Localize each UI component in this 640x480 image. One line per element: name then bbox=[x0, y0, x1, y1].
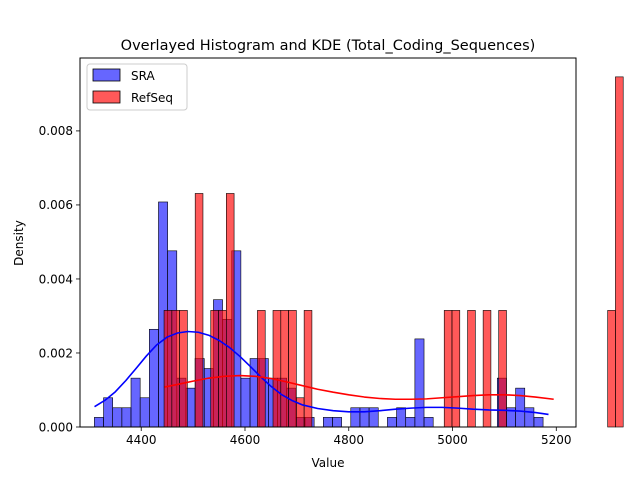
legend-swatch-sra bbox=[92, 68, 121, 82]
bar-refseq-12 bbox=[257, 310, 266, 428]
bar-sra-2 bbox=[112, 407, 123, 428]
bar-sra-32 bbox=[387, 417, 397, 428]
bar-refseq-4 bbox=[194, 193, 204, 428]
y-tick-label-4: 0.008 bbox=[39, 124, 73, 138]
bar-refseq-18 bbox=[303, 310, 313, 428]
bar-sra-3 bbox=[121, 407, 132, 428]
bar-refseq-58 bbox=[615, 76, 624, 428]
kde-lines bbox=[94, 330, 554, 416]
bar-sra-4 bbox=[130, 377, 141, 428]
bar-refseq-7 bbox=[218, 310, 227, 428]
y-axis-label: Density bbox=[12, 220, 26, 266]
bar-refseq-15 bbox=[280, 310, 289, 428]
bar-sra-33 bbox=[396, 407, 407, 428]
bar-sra-16 bbox=[240, 377, 251, 428]
kde-line-refseq bbox=[164, 374, 554, 401]
bar-refseq-2 bbox=[179, 310, 188, 428]
bar-sra-5 bbox=[139, 397, 150, 428]
x-axis-label: Value bbox=[312, 456, 345, 470]
legend-label-sra: SRA bbox=[131, 69, 155, 83]
y-tick-label-1: 0.002 bbox=[39, 346, 73, 360]
bar-sra-1 bbox=[103, 397, 113, 428]
y-tick-label-2: 0.004 bbox=[39, 272, 73, 286]
bar-sra-47 bbox=[524, 407, 535, 428]
bar-refseq-1 bbox=[171, 310, 180, 428]
x-tick-label-1: 4600 bbox=[230, 433, 261, 447]
bar-refseq-6 bbox=[210, 310, 219, 428]
x-tick-label-3: 5000 bbox=[437, 433, 468, 447]
legend: SRA RefSeq bbox=[86, 63, 188, 111]
y-axis: 0.000 0.002 0.004 0.006 0.008 bbox=[39, 124, 80, 434]
bar-sra-26 bbox=[332, 417, 342, 428]
bar-sra-34 bbox=[405, 417, 416, 428]
y-tick-label-3: 0.006 bbox=[39, 198, 73, 212]
bar-refseq-37 bbox=[451, 310, 461, 428]
bar-refseq-16 bbox=[288, 310, 297, 428]
bar-refseq-0 bbox=[163, 310, 173, 428]
x-tick-label-4: 5200 bbox=[541, 433, 572, 447]
x-tick-label-0: 4400 bbox=[126, 433, 157, 447]
bar-sra-0 bbox=[94, 417, 104, 428]
kde-line-sra bbox=[94, 330, 549, 416]
y-tick-label-0: 0.000 bbox=[39, 420, 73, 434]
bar-refseq-36 bbox=[443, 310, 453, 428]
bar-sra-35 bbox=[414, 338, 425, 428]
bar-sra-29 bbox=[359, 407, 370, 428]
chart-title: Overlayed Histogram and KDE (Total_Codin… bbox=[121, 38, 536, 54]
bar-refseq-14 bbox=[272, 310, 282, 428]
plot-frame bbox=[79, 57, 577, 428]
x-axis: 4400 4600 4800 5000 5200 bbox=[126, 427, 572, 447]
legend-label-refseq: RefSeq bbox=[131, 91, 173, 105]
bar-sra-46 bbox=[515, 387, 526, 428]
bar-refseq-57 bbox=[607, 310, 616, 428]
bar-refseq-8 bbox=[226, 193, 235, 428]
legend-swatch-refseq bbox=[92, 90, 121, 104]
x-tick-label-2: 4800 bbox=[333, 433, 364, 447]
bar-sra-25 bbox=[323, 417, 333, 428]
bar-sra-28 bbox=[350, 407, 361, 428]
bar-sra-48 bbox=[533, 417, 544, 428]
bar-sra-36 bbox=[423, 417, 434, 428]
